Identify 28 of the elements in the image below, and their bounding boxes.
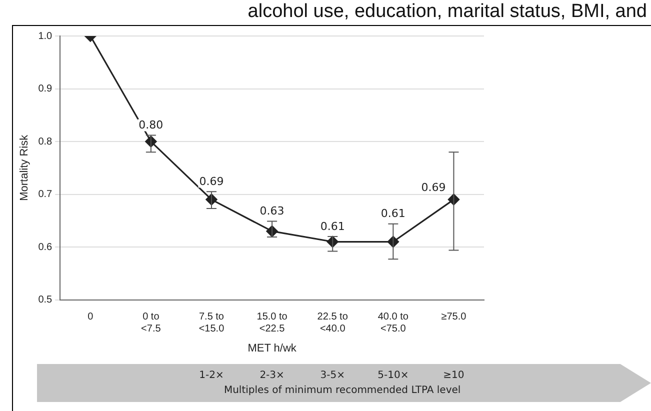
x-tick-label: 40.0 to <75.0 <box>378 312 409 335</box>
x-tick-label: 15.0 to <22.5 <box>256 312 288 335</box>
y-tick-label: 0.7 <box>38 189 53 200</box>
data-label: 0.80 <box>138 118 164 132</box>
x-tick-label: 22.5 to <40.0 <box>317 312 348 335</box>
text: 1-2× <box>199 370 224 381</box>
y-tick-label: 0.8 <box>38 136 53 148</box>
text: alcohol use, education, marital status, BMI, and <box>248 1 647 23</box>
text: 5-10× <box>378 370 409 381</box>
y-tick-label: 0.9 <box>38 84 53 95</box>
x-tick-label: 7.5 to <15.0 <box>198 312 225 335</box>
x-tick-label: 0 to <7.5 <box>141 312 162 335</box>
y-tick-label: 0.6 <box>38 242 53 253</box>
data-label: 0.69 <box>421 180 446 194</box>
text: 2-3× <box>260 370 284 381</box>
text: ≥10 <box>443 370 464 381</box>
text: Multiples of minimum recommended LTPA level <box>224 385 461 396</box>
y-tick-label: 0.5 <box>38 294 53 306</box>
x-axis-title: MET h/wk <box>248 342 297 354</box>
y-axis-title: Mortality Risk <box>18 134 31 201</box>
data-label: 0.61 <box>380 207 406 220</box>
data-label: 0.63 <box>260 204 284 218</box>
data-label: 0.61 <box>320 220 345 233</box>
text: 3-5× <box>320 370 345 381</box>
x-tick-label: 0 <box>88 312 94 323</box>
x-tick-label: ≥75.0 <box>441 312 467 323</box>
data-label: 0.69 <box>199 175 224 188</box>
y-tick-label: 1.0 <box>38 30 53 42</box>
